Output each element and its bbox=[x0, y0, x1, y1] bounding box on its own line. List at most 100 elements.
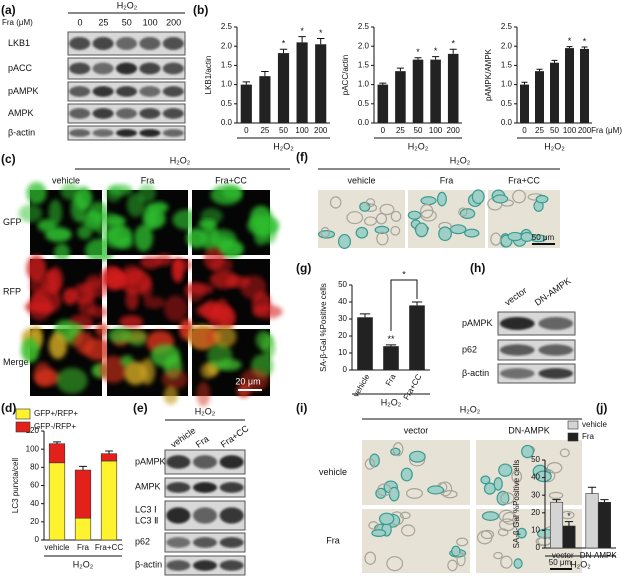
bar bbox=[550, 501, 564, 549]
cell bbox=[200, 208, 223, 225]
cell bbox=[548, 491, 564, 500]
cell bbox=[516, 527, 527, 539]
column-label: Fra+CC bbox=[215, 175, 247, 185]
bar bbox=[240, 84, 252, 123]
blot-band bbox=[92, 108, 114, 119]
cell bbox=[143, 296, 166, 309]
blot-band bbox=[219, 482, 244, 493]
group-label: H₂O₂ bbox=[570, 559, 591, 569]
error-bar bbox=[298, 36, 306, 43]
legend-label: Fra bbox=[582, 432, 595, 441]
blot-band bbox=[139, 108, 161, 119]
cell bbox=[464, 228, 480, 238]
blot-band bbox=[115, 86, 138, 97]
cell bbox=[559, 448, 570, 458]
bar-segment bbox=[100, 460, 118, 541]
x-tick-label: Fra bbox=[77, 543, 90, 552]
blot-band bbox=[139, 86, 161, 97]
cell bbox=[493, 477, 503, 491]
cell bbox=[456, 537, 469, 547]
x-tick-label: 50 bbox=[279, 126, 288, 135]
y-tick-label: 2.0 bbox=[501, 41, 513, 50]
column-label: Fra+CC bbox=[508, 175, 540, 185]
significance: * bbox=[416, 47, 420, 57]
panel-label: (h) bbox=[470, 261, 485, 275]
blot-band bbox=[115, 108, 138, 119]
row-label: pACC bbox=[8, 63, 33, 73]
cell bbox=[123, 361, 148, 385]
column-label: Fra bbox=[141, 175, 155, 185]
bar bbox=[550, 62, 559, 123]
y-tick-label: 2.0 bbox=[221, 41, 233, 50]
cell bbox=[108, 327, 132, 344]
cell bbox=[364, 458, 376, 470]
cell bbox=[56, 367, 88, 394]
cell bbox=[502, 511, 517, 525]
scale-bar-label: 20 μm bbox=[235, 376, 260, 386]
cell bbox=[420, 209, 437, 222]
blot-band bbox=[219, 537, 244, 548]
cell bbox=[125, 288, 139, 311]
x-unit-label: Fra (μM) bbox=[591, 126, 622, 135]
cell bbox=[338, 233, 352, 249]
y-axis-label: SA-β-Gal %Positive cells bbox=[319, 283, 328, 372]
row-label: RFP bbox=[3, 286, 21, 296]
cell bbox=[420, 196, 437, 206]
cell bbox=[438, 226, 452, 242]
group-label: H₂O₂ bbox=[273, 141, 294, 151]
blot-band bbox=[69, 108, 91, 119]
x-tick-label: Fra+CC bbox=[402, 372, 424, 401]
bar bbox=[565, 48, 574, 124]
blot-band bbox=[162, 129, 184, 137]
panel-label: (a) bbox=[1, 3, 16, 17]
row-label: pAMPK bbox=[135, 456, 166, 466]
cell bbox=[20, 337, 40, 363]
y-axis-label: pAMPK/AMPK bbox=[484, 48, 493, 101]
cell bbox=[458, 207, 468, 217]
lane-label: 100 bbox=[143, 17, 158, 27]
cell bbox=[409, 450, 426, 463]
blot-band bbox=[92, 37, 114, 50]
cell bbox=[493, 551, 503, 560]
cell bbox=[173, 259, 193, 271]
legend-label: GFP-/RFP+ bbox=[34, 422, 76, 431]
bar bbox=[520, 84, 529, 123]
row-label: LKB1 bbox=[8, 38, 30, 48]
x-tick-label: Fra+CC bbox=[95, 543, 123, 552]
cell bbox=[355, 226, 369, 239]
error-bar bbox=[600, 499, 609, 503]
cell bbox=[215, 235, 231, 253]
treatment-label: H₂O₂ bbox=[195, 406, 216, 416]
significance: ** bbox=[387, 334, 395, 344]
column-label: Fra bbox=[194, 434, 211, 450]
treatment-label: H₂O₂ bbox=[460, 404, 481, 414]
y-tick-label: 40 bbox=[531, 473, 540, 482]
row-label: Merge bbox=[3, 357, 29, 367]
error-bar bbox=[551, 59, 558, 63]
group-label: H₂O₂ bbox=[408, 141, 429, 151]
cell bbox=[75, 331, 95, 355]
cell bbox=[329, 196, 342, 209]
y-tick-label: 1.5 bbox=[221, 61, 233, 70]
column-label: vehicle bbox=[52, 175, 80, 185]
row-label: AMPK bbox=[135, 481, 161, 491]
y-axis-label: pACC/actin bbox=[341, 55, 350, 95]
y-tick-label: 1.0 bbox=[358, 80, 370, 89]
bar bbox=[377, 84, 389, 123]
blot-band bbox=[499, 368, 535, 379]
treatment-label: H₂O₂ bbox=[117, 0, 138, 10]
blot-band bbox=[139, 129, 161, 137]
y-tick-label: 0.0 bbox=[358, 118, 370, 127]
cell bbox=[498, 509, 515, 523]
scale-bar-label: 50 μm bbox=[532, 233, 555, 242]
y-tick-label: 60 bbox=[30, 481, 39, 490]
legend-label: GFP+/RFP+ bbox=[34, 409, 78, 418]
row-label: AMPK bbox=[8, 108, 34, 118]
y-tick-label: 1.0 bbox=[221, 80, 233, 89]
cell bbox=[18, 204, 43, 223]
row-label: pAMPK bbox=[462, 318, 493, 328]
cell bbox=[186, 228, 208, 249]
blot-band bbox=[115, 62, 138, 75]
bar bbox=[580, 48, 589, 123]
error-bar bbox=[449, 48, 457, 54]
